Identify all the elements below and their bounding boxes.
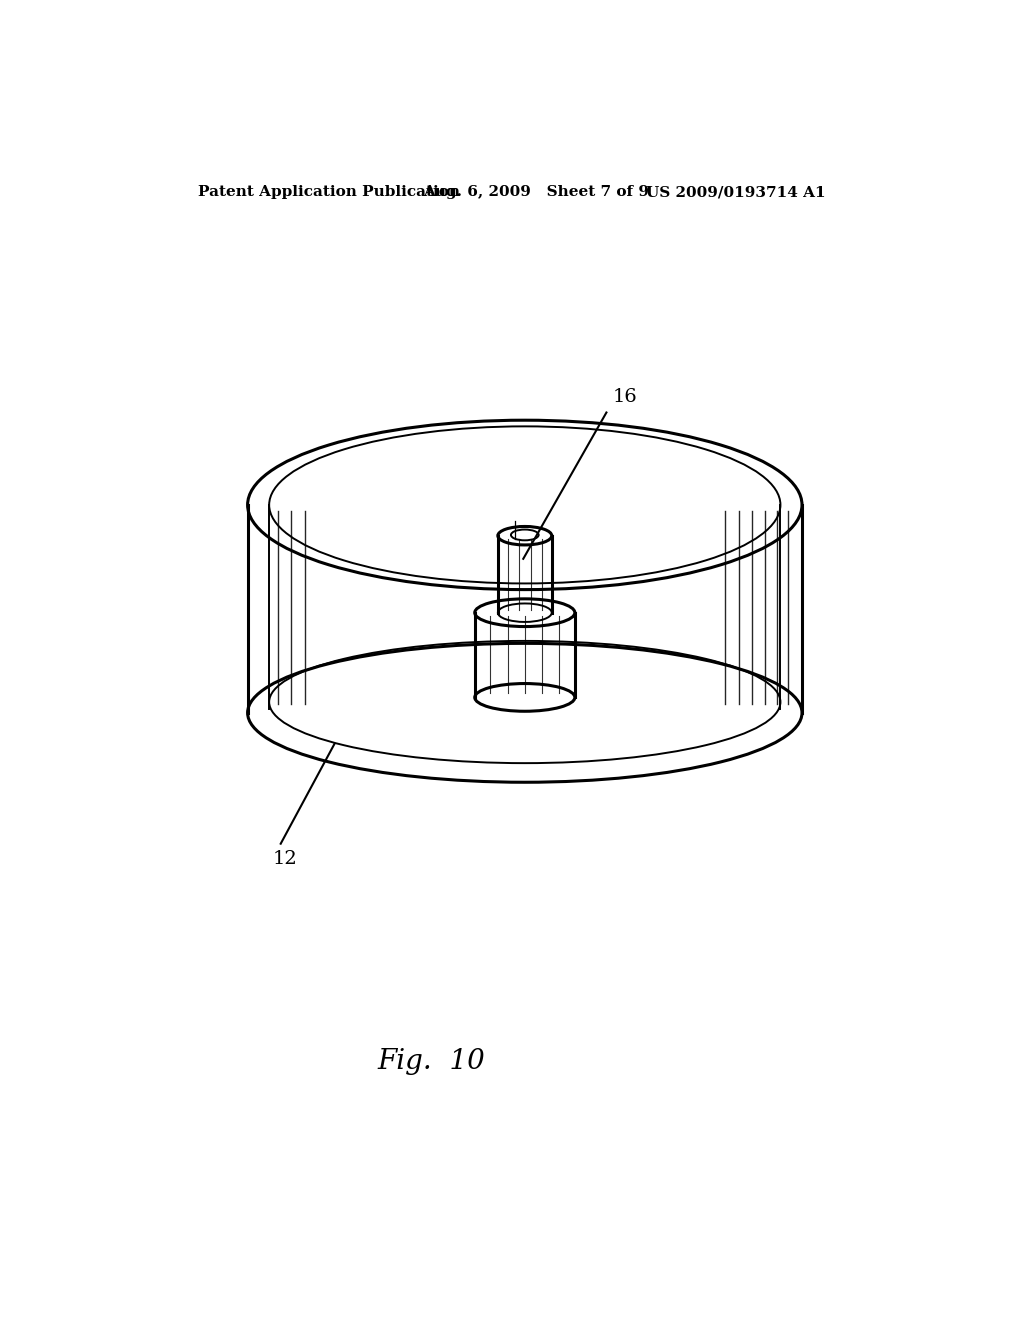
Text: 12: 12 bbox=[273, 850, 298, 867]
Text: Patent Application Publication: Patent Application Publication bbox=[199, 185, 461, 199]
Text: 16: 16 bbox=[612, 388, 637, 407]
Text: Fig.  10: Fig. 10 bbox=[377, 1048, 484, 1074]
Text: Aug. 6, 2009   Sheet 7 of 9: Aug. 6, 2009 Sheet 7 of 9 bbox=[423, 185, 649, 199]
Text: US 2009/0193714 A1: US 2009/0193714 A1 bbox=[646, 185, 826, 199]
